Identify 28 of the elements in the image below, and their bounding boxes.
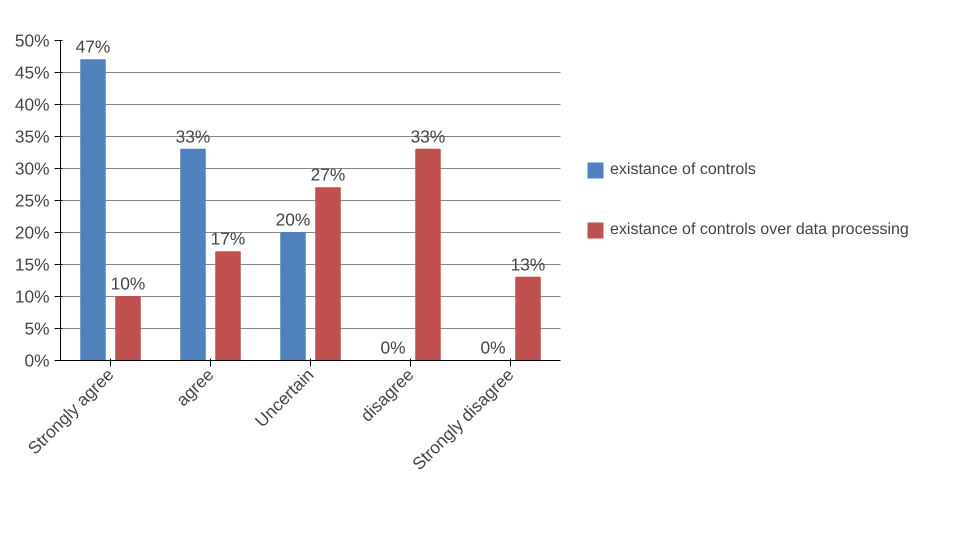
y-tick-label: 5% — [24, 318, 50, 338]
bar — [215, 251, 241, 360]
data-label: 17% — [210, 228, 246, 249]
y-tick-label: 40% — [14, 94, 50, 114]
y-tick-label: 20% — [14, 222, 50, 242]
legend-label: existance of controls — [610, 161, 756, 179]
data-label: 47% — [76, 36, 110, 57]
bar — [515, 276, 541, 360]
bar — [115, 296, 141, 360]
y-tick-label: 25% — [14, 190, 50, 210]
data-label: 10% — [110, 274, 146, 294]
bar — [315, 187, 341, 360]
legend-label: existance of controls over data processing — [610, 221, 909, 239]
y-tick-label: 30% — [14, 158, 50, 178]
bar — [180, 148, 206, 360]
y-tick-label: 0% — [24, 350, 50, 370]
data-label: 27% — [310, 164, 346, 185]
data-label: 0% — [380, 338, 406, 358]
bar — [80, 59, 106, 360]
y-tick-label: 15% — [14, 254, 50, 274]
y-tick-label: 50% — [14, 30, 50, 50]
y-tick-label: 35% — [14, 126, 50, 146]
data-label: 20% — [276, 210, 310, 230]
data-label: 0% — [480, 338, 506, 358]
bar — [415, 148, 441, 360]
bar — [280, 232, 306, 360]
y-tick-label: 45% — [14, 62, 50, 82]
y-tick-label: 10% — [14, 286, 50, 306]
